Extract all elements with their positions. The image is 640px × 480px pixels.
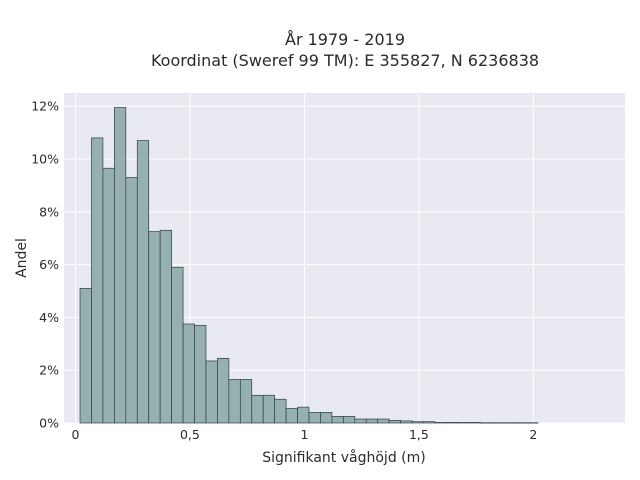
histogram-bar [468, 422, 482, 424]
histogram-bar [262, 394, 276, 424]
histogram-bar [217, 357, 230, 424]
histogram-bar [159, 229, 172, 424]
histogram-bar [171, 266, 184, 424]
histogram-bar [411, 421, 424, 424]
histogram-bar [182, 323, 195, 424]
histogram-bar [365, 418, 379, 424]
y-tick-label: 2% [39, 363, 59, 378]
chart-title-line-2: Koordinat (Sweref 99 TM): E 355827, N 62… [151, 51, 539, 70]
histogram-bar [251, 394, 264, 424]
histogram-bar [148, 231, 161, 424]
histogram-bar [285, 408, 298, 424]
histogram-bar [446, 422, 459, 424]
histogram-bars [79, 107, 539, 424]
y-tick-label: 4% [39, 310, 59, 325]
histogram-bar [239, 379, 253, 424]
histogram-bar [388, 420, 401, 424]
y-tick-label: 8% [39, 204, 59, 219]
histogram-bar [434, 422, 447, 424]
histogram-bar [320, 412, 333, 424]
y-axis-label: Andel [14, 238, 30, 278]
y-tick-label: 12% [31, 99, 59, 114]
histogram-bar [331, 416, 344, 424]
histogram-bar [308, 412, 321, 424]
histogram-bar [125, 177, 138, 424]
histogram-bar [457, 422, 470, 424]
x-tick-label: 0,5 [180, 427, 200, 442]
x-tick-label: 1 [300, 427, 308, 442]
y-tick-label: 10% [31, 152, 59, 167]
axis-ticks: 0 0,5 1 1,5 2 0% 2% 4% 6% 8% 10% 12% [31, 99, 537, 442]
chart-title-line-1: År 1979 - 2019 [285, 30, 405, 49]
histogram-bar [274, 398, 287, 424]
histogram-bar [79, 288, 92, 424]
histogram-bar [423, 421, 436, 424]
histogram-bar [194, 324, 207, 424]
histogram-bar [91, 137, 104, 424]
histogram-bar [343, 416, 356, 424]
histogram-bar [102, 167, 115, 424]
x-axis-label: Signifikant våghöjd (m) [262, 449, 425, 466]
histogram-bar [400, 420, 413, 424]
x-tick-label: 2 [529, 427, 537, 442]
y-tick-label: 0% [39, 416, 59, 431]
histogram-bar [354, 418, 367, 424]
histogram-bar [205, 360, 218, 424]
x-tick-label: 0 [71, 427, 79, 442]
histogram-bar [228, 379, 241, 424]
x-tick-label: 1,5 [409, 427, 429, 442]
y-tick-label: 6% [39, 257, 59, 272]
histogram-bar [136, 140, 150, 424]
histogram-bar [377, 418, 390, 424]
histogram-bar [297, 406, 310, 424]
histogram-bar [114, 107, 127, 424]
